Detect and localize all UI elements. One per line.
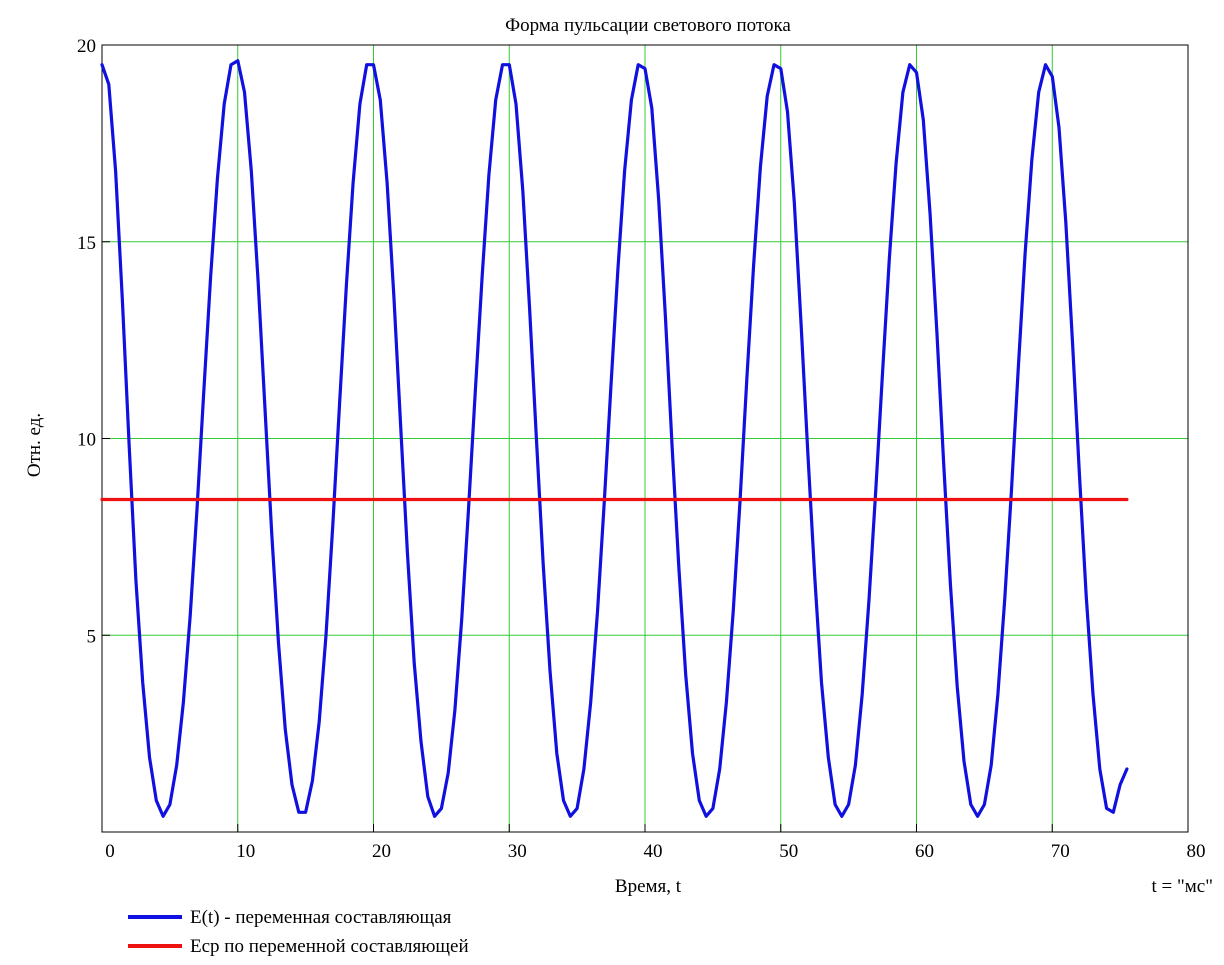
y-tick-label-15: 15: [77, 233, 96, 254]
series-line-e-t: [100, 59, 1129, 818]
x-tick-label-60: 60: [915, 841, 934, 862]
x-tick-label-50: 50: [779, 841, 798, 862]
legend-label-e-t: E(t) - переменная составляющая: [190, 907, 452, 928]
x-tick-label-30: 30: [508, 841, 527, 862]
unit-note: t = "мс": [1152, 876, 1213, 897]
grid: [102, 45, 1188, 832]
chart-title: Форма пульсации светового потока: [505, 15, 791, 36]
y-tick-label-20: 20: [77, 36, 96, 57]
series-layer: [100, 59, 1129, 818]
y-tick-label-5: 5: [87, 626, 97, 647]
y-tick-label-10: 10: [77, 430, 96, 451]
x-tick-label-70: 70: [1051, 841, 1070, 862]
x-tick-label-0: 0: [105, 841, 115, 862]
x-axis-label: Время, t: [615, 876, 682, 897]
x-tick-label-40: 40: [644, 841, 663, 862]
legend-label-ecp: Ecp по переменной составляющей: [190, 936, 469, 957]
axis-ticks: [101, 44, 1189, 833]
x-tick-label-10: 10: [236, 841, 255, 862]
x-tick-label-20: 20: [372, 841, 391, 862]
y-axis-label: Отн. ед.: [24, 413, 45, 477]
legend: E(t) - переменная составляющая Ecp по пе…: [128, 907, 469, 957]
x-tick-label-80: 80: [1187, 841, 1206, 862]
tick-labels: 0 10 20 30 40 50 60 70 80 5 10 15 20: [77, 36, 1206, 862]
